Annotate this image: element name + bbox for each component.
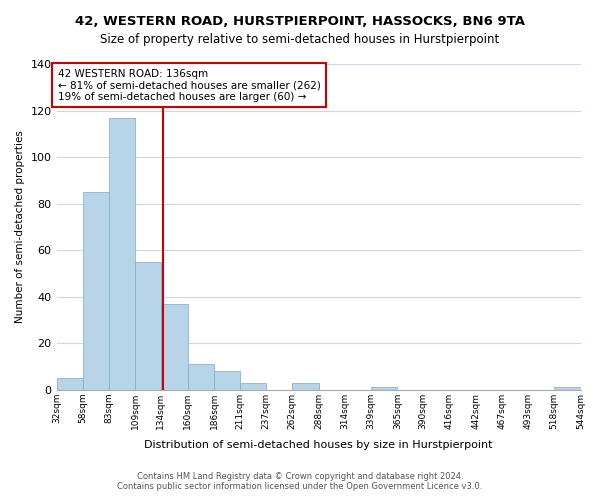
- Text: 42, WESTERN ROAD, HURSTPIERPOINT, HASSOCKS, BN6 9TA: 42, WESTERN ROAD, HURSTPIERPOINT, HASSOC…: [75, 15, 525, 28]
- Bar: [83, 192, 109, 390]
- Bar: [371, 388, 397, 390]
- Bar: [240, 383, 266, 390]
- Bar: [161, 304, 188, 390]
- Bar: [292, 383, 319, 390]
- Bar: [214, 371, 240, 390]
- Text: 42 WESTERN ROAD: 136sqm
← 81% of semi-detached houses are smaller (262)
19% of s: 42 WESTERN ROAD: 136sqm ← 81% of semi-de…: [58, 68, 320, 102]
- Bar: [554, 388, 581, 390]
- X-axis label: Distribution of semi-detached houses by size in Hurstpierpoint: Distribution of semi-detached houses by …: [144, 440, 493, 450]
- Bar: [56, 378, 83, 390]
- Bar: [109, 118, 136, 390]
- Text: Size of property relative to semi-detached houses in Hurstpierpoint: Size of property relative to semi-detach…: [100, 32, 500, 46]
- Text: Contains HM Land Registry data © Crown copyright and database right 2024.
Contai: Contains HM Land Registry data © Crown c…: [118, 472, 482, 491]
- Bar: [188, 364, 214, 390]
- Bar: [136, 262, 161, 390]
- Y-axis label: Number of semi-detached properties: Number of semi-detached properties: [15, 130, 25, 324]
